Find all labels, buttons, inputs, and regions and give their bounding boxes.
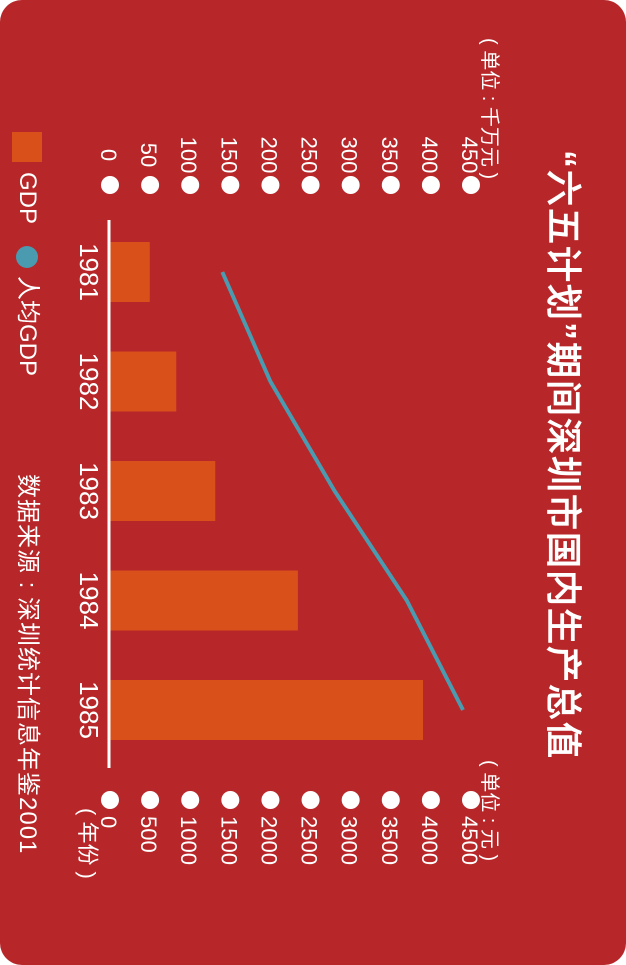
right-tick-label: 2500 — [297, 816, 322, 865]
left-tick-dot — [101, 176, 119, 194]
category-label: 1983 — [74, 462, 104, 520]
right-tick-dot — [261, 791, 280, 809]
left-tick-dot — [221, 176, 240, 194]
left-tick-dot — [341, 176, 360, 194]
line-per-capita — [220, 271, 465, 711]
bar-gdp — [109, 570, 298, 631]
left-tick-label: 100 — [176, 137, 201, 174]
left-tick-label: 350 — [377, 137, 402, 174]
left-tick-label: 250 — [297, 137, 322, 174]
bar-gdp — [110, 242, 150, 302]
right-tick-label: 3500 — [377, 816, 402, 865]
right-tick-dot — [101, 791, 119, 809]
category-label: 1985 — [74, 681, 104, 739]
right-tick-label: 0 — [96, 816, 121, 828]
left-tick-label: 50 — [136, 143, 161, 167]
source-note: 数据来源 : 深圳统计信息年鉴2001 — [14, 474, 41, 855]
left-tick-dot — [181, 176, 200, 194]
right-tick-dot — [462, 791, 480, 809]
right-tick-dot — [341, 791, 360, 809]
right-tick-label: 1000 — [176, 816, 201, 865]
right-tick-label: 1500 — [216, 816, 241, 865]
right-tick-dot — [221, 791, 240, 809]
x-axis-unit: ( 年份 ) — [75, 808, 100, 879]
left-tick-label: 200 — [256, 137, 281, 174]
bar-gdp — [110, 680, 424, 740]
left-tick-dot — [301, 176, 320, 194]
right-tick-label: 500 — [136, 816, 161, 853]
legend-gdp-label: GDP — [14, 172, 41, 225]
left-tick-label: 400 — [417, 137, 442, 174]
right-tick-dot — [301, 791, 320, 809]
left-tick-dot — [381, 176, 400, 194]
bar-gdp — [109, 351, 177, 412]
legend-gdp-swatch — [12, 132, 42, 162]
left-tick-dot — [421, 176, 440, 194]
left-tick-dot — [141, 176, 160, 194]
left-tick-dot — [261, 176, 280, 194]
right-tick-label: 3000 — [337, 816, 362, 865]
right-tick-dot — [141, 791, 160, 809]
category-label: 1981 — [74, 243, 104, 301]
right-tick-dot — [421, 791, 440, 809]
right-tick-dot — [181, 791, 200, 809]
category-label: 1984 — [74, 572, 104, 630]
legend-per-capita-label: 人均GDP — [14, 276, 41, 377]
left-tick-label: 300 — [337, 137, 362, 174]
left-tick-label: 150 — [216, 137, 241, 174]
legend-per-capita-swatch — [16, 246, 38, 268]
right-tick-label: 4500 — [457, 816, 482, 865]
left-tick-label: 450 — [457, 137, 482, 174]
bar-gdp — [110, 461, 216, 521]
category-label: 1982 — [74, 353, 104, 411]
left-tick-label: 0 — [96, 149, 121, 161]
right-tick-label: 4000 — [417, 816, 442, 865]
right-tick-dot — [381, 791, 400, 809]
left-tick-dot — [462, 176, 480, 194]
right-tick-label: 2000 — [256, 816, 281, 865]
